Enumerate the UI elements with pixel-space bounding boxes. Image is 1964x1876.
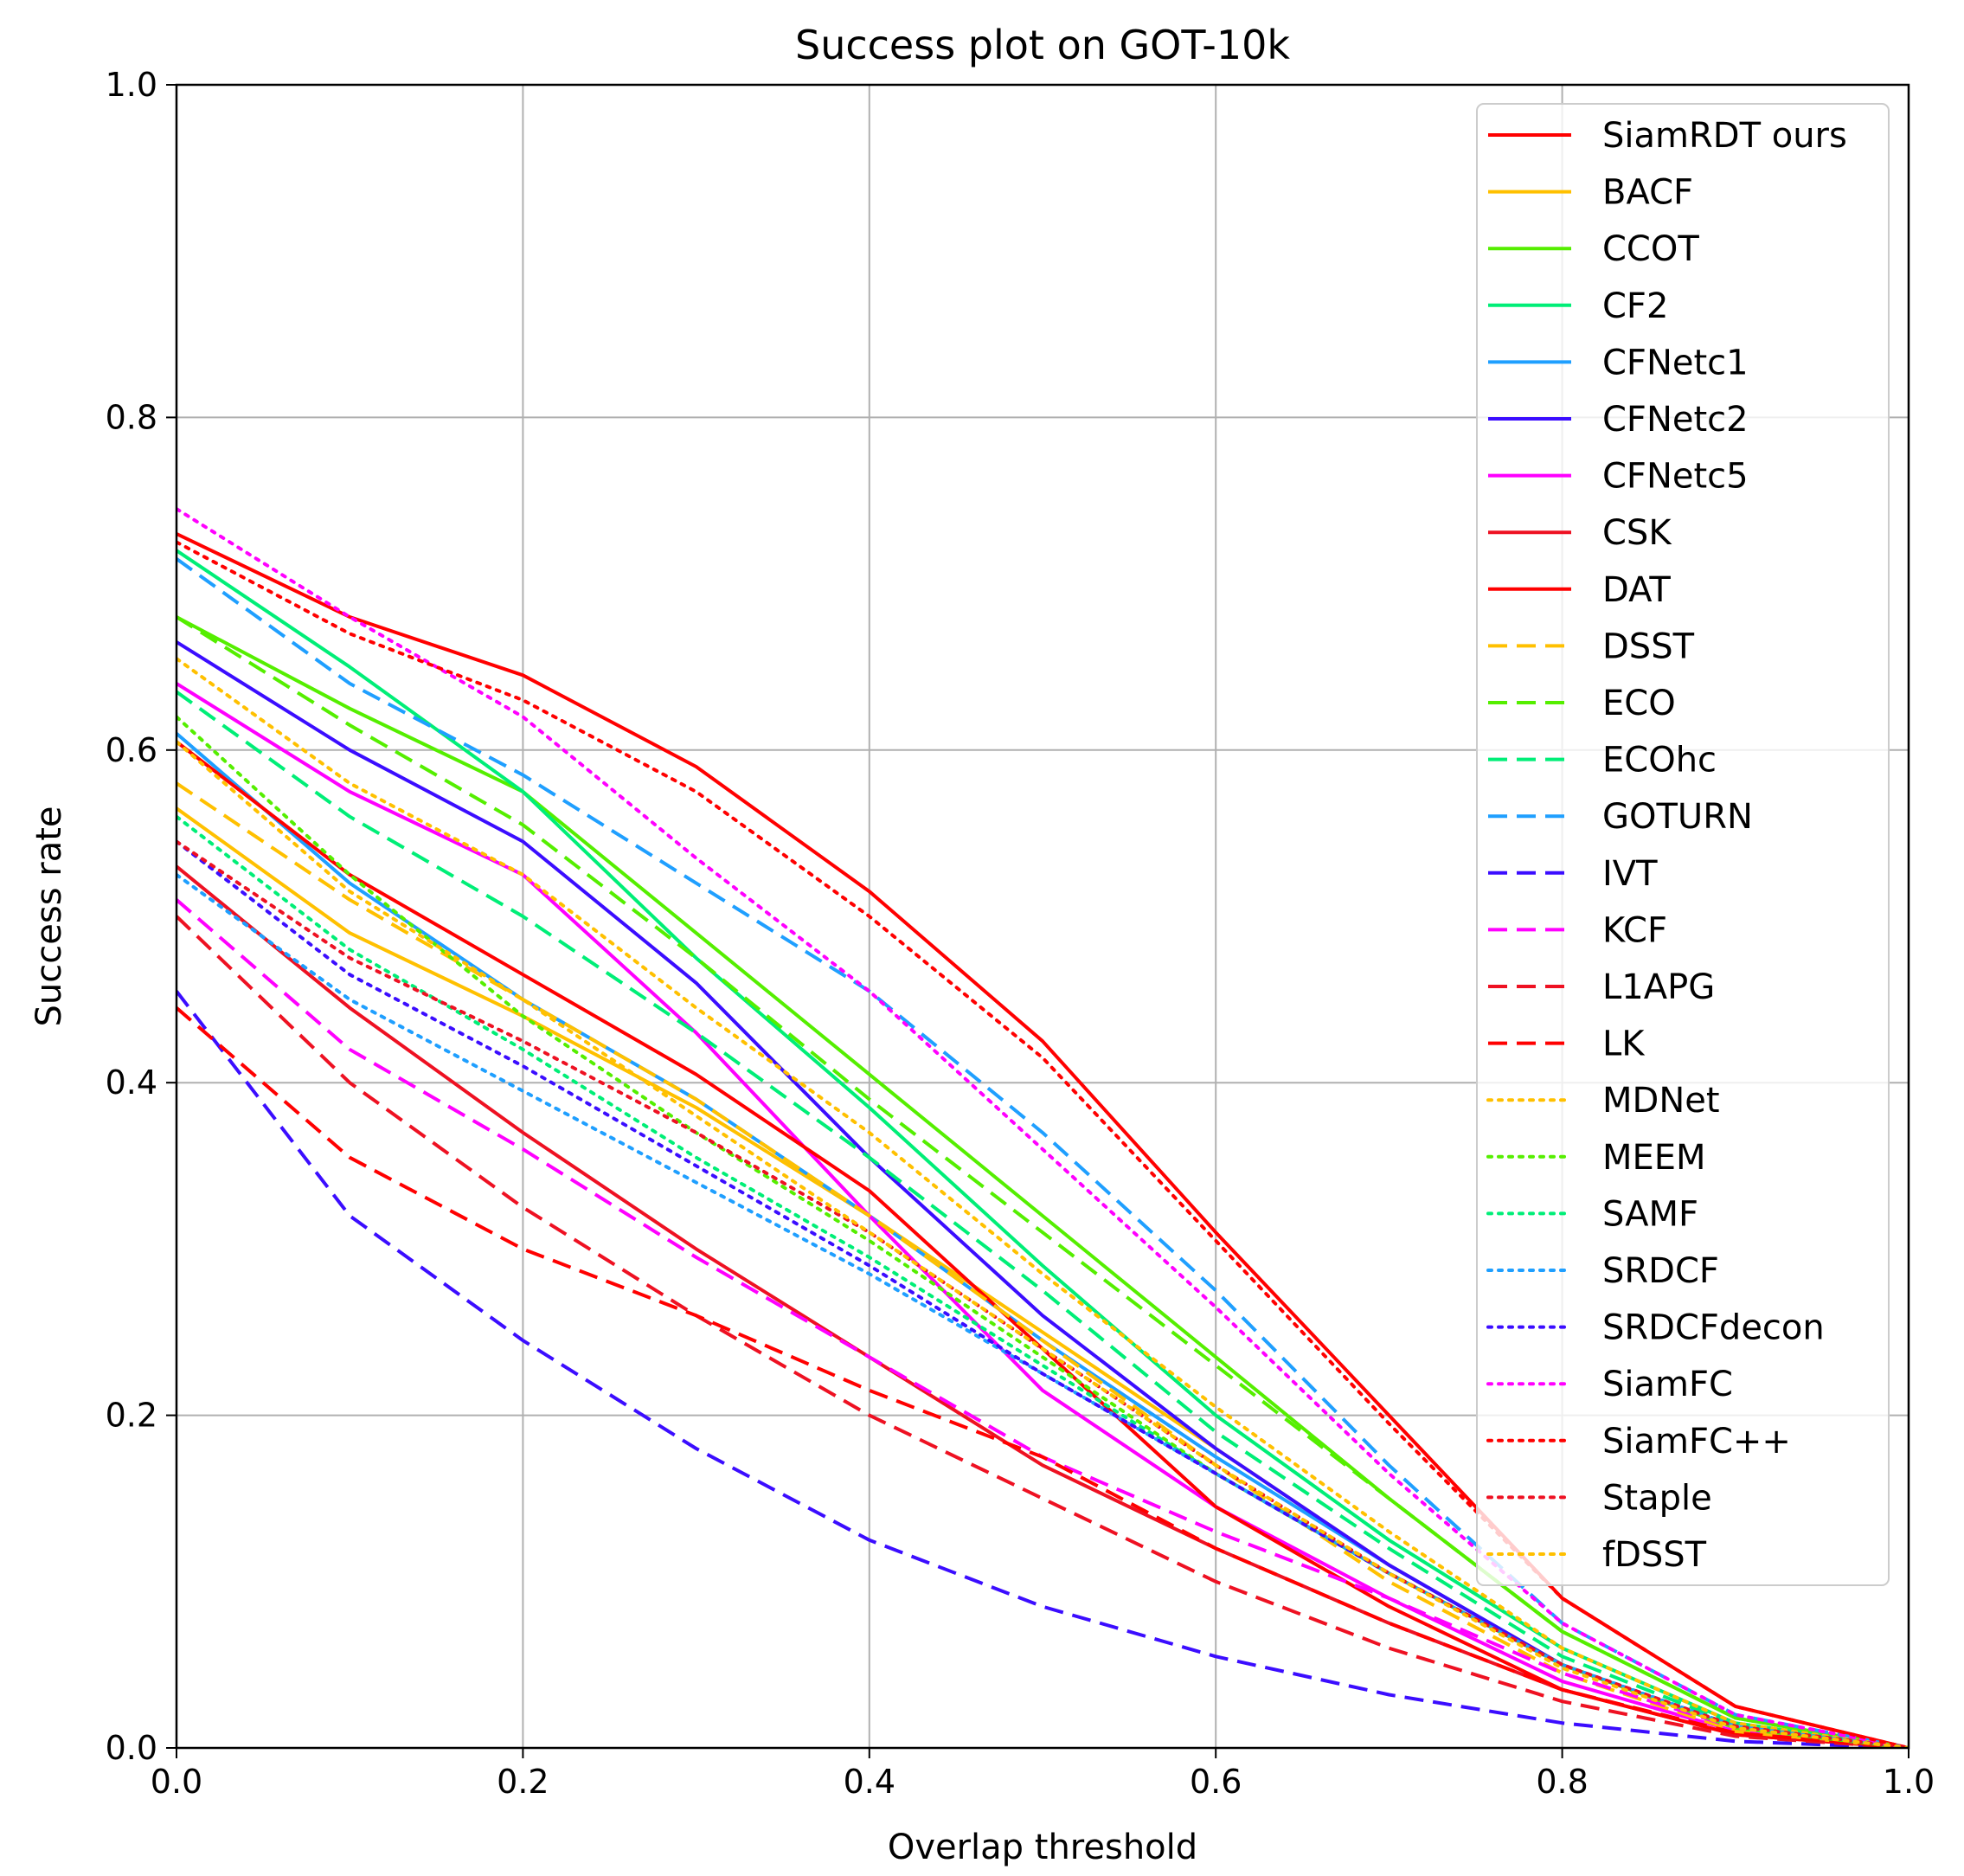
series-layer — [177, 507, 1909, 1748]
x-axis-label: Overlap threshold — [888, 1828, 1197, 1867]
x-tick-label: 0.4 — [844, 1763, 895, 1801]
legend-label: MEEM — [1602, 1138, 1706, 1178]
legend-label: BACF — [1602, 173, 1693, 213]
legend-label: SiamFC++ — [1602, 1422, 1791, 1462]
y-tick-label: 0.0 — [106, 1729, 157, 1767]
legend-label: IVT — [1602, 854, 1658, 894]
x-tick-label: 0.6 — [1190, 1763, 1242, 1801]
legend-label: CCOT — [1602, 229, 1699, 269]
y-tick-label: 1.0 — [106, 66, 157, 104]
legend-label: LK — [1602, 1025, 1646, 1064]
series-line-dsst — [177, 781, 1909, 1748]
series-line-goturn — [177, 557, 1909, 1748]
legend-label: DSST — [1602, 626, 1695, 666]
legend-label: SiamFC — [1602, 1365, 1733, 1404]
series-line-siamfc- — [177, 540, 1909, 1748]
legend-label: SRDCFdecon — [1602, 1308, 1825, 1348]
legend-label: SAMF — [1602, 1194, 1698, 1234]
series-line-cfnetc5 — [177, 682, 1909, 1748]
series-line-fdsst — [177, 740, 1909, 1748]
legend-box — [1476, 103, 1890, 1586]
series-line-l1apg — [177, 915, 1909, 1748]
series-line-staple — [177, 839, 1909, 1748]
legend-label: SiamRDT ours — [1602, 116, 1847, 156]
legend-label: CFNetc1 — [1602, 343, 1749, 382]
legend-label: Staple — [1602, 1478, 1712, 1518]
legend-label: MDNet — [1602, 1081, 1720, 1121]
legend-label: CFNetc5 — [1602, 457, 1749, 497]
legend-label: KCF — [1602, 910, 1667, 950]
x-tick-label: 0.0 — [151, 1763, 202, 1801]
legend-label: GOTURN — [1602, 797, 1753, 837]
plot-frame — [175, 83, 1910, 1750]
legend-label: SRDCF — [1602, 1251, 1719, 1291]
legend-label: fDSST — [1602, 1535, 1707, 1575]
series-line-mdnet — [177, 657, 1909, 1748]
y-axis-label: Success rate — [29, 806, 69, 1027]
y-tick-label: 0.2 — [106, 1397, 157, 1435]
legend-label: L1APG — [1602, 967, 1715, 1007]
y-tick-label: 0.8 — [106, 398, 157, 436]
series-line-ecohc — [177, 690, 1909, 1748]
legend-label: ECO — [1602, 684, 1676, 723]
legend-label: CFNetc2 — [1602, 400, 1749, 440]
series-line-siamfc — [177, 507, 1909, 1748]
y-tick-label: 0.4 — [106, 1063, 157, 1102]
x-tick-label: 0.2 — [497, 1763, 549, 1801]
series-line-eco — [177, 615, 1909, 1748]
series-line-lk — [177, 1006, 1909, 1748]
legend-label: CSK — [1602, 513, 1672, 553]
legend-label: ECOhc — [1602, 741, 1717, 781]
x-tick-label: 1.0 — [1883, 1763, 1935, 1801]
series-line-ivt — [177, 990, 1909, 1748]
legend: SiamRDT ours BACF CCOT CF2 CFNetc1 CFNetc2 CFN… — [1476, 103, 1890, 1586]
y-tick-label: 0.6 — [106, 731, 157, 769]
legend-label: DAT — [1602, 570, 1671, 610]
series-line-samf — [177, 814, 1909, 1748]
legend-label: CF2 — [1602, 286, 1668, 326]
axis-ticks: 0.0 0.2 0.4 0.6 0.8 1.0 0.0 0.2 0.4 0.6 0.8 1.0 — [106, 66, 1935, 1801]
x-tick-label: 0.8 — [1536, 1763, 1588, 1801]
chart-title: Success plot on GOT-10k — [795, 22, 1290, 68]
